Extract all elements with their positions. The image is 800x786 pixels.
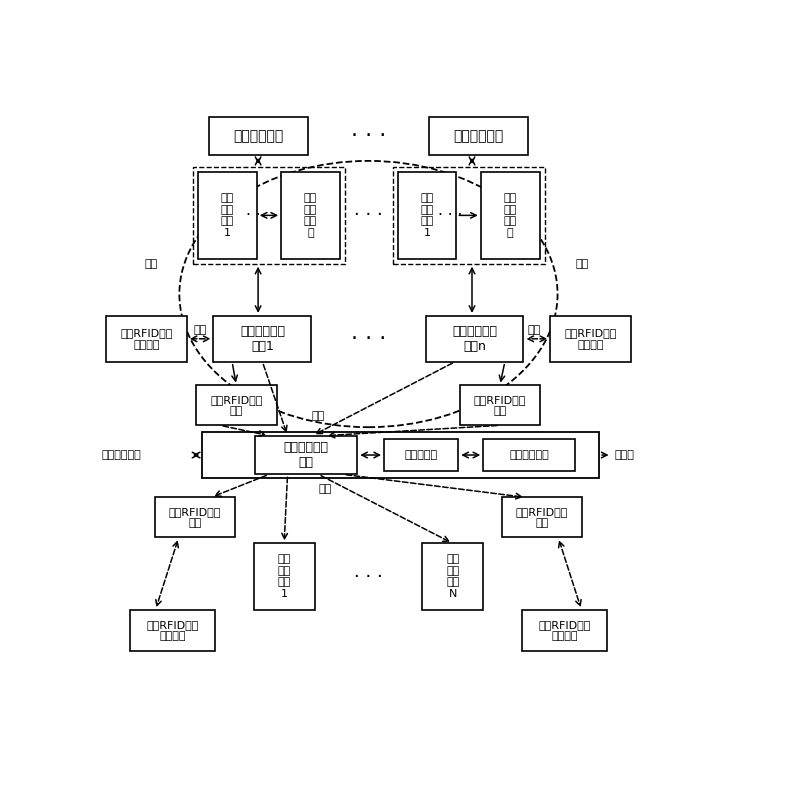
Bar [193, 167, 345, 264]
Bar [130, 610, 215, 651]
Text: 日光
照明
模块
N: 日光 照明 模块 N [446, 554, 459, 599]
Text: 上位机单元: 上位机单元 [405, 450, 438, 460]
Text: · · ·: · · · [351, 126, 386, 146]
Bar [393, 167, 545, 264]
Text: 日光
照明
模块
1: 日光 照明 模块 1 [278, 554, 290, 599]
Bar [550, 316, 630, 362]
Bar [483, 439, 575, 471]
Text: 亮度
调节
模块
1: 亮度 调节 模块 1 [221, 193, 234, 237]
Bar [522, 610, 607, 651]
Text: 灯光照明模块: 灯光照明模块 [233, 129, 283, 143]
Text: · ·: · · [246, 208, 261, 223]
Text: · · ·: · · · [438, 208, 462, 223]
Text: 室外RFID标签
传感模块: 室外RFID标签 传感模块 [146, 619, 198, 641]
Text: 网络接口单元: 网络接口单元 [509, 450, 549, 460]
Text: 无线通信网络: 无线通信网络 [102, 450, 142, 460]
Bar [426, 316, 523, 362]
Text: · · ·: · · · [351, 329, 386, 349]
Bar [481, 172, 539, 259]
Text: 互联网: 互联网 [614, 450, 634, 460]
Bar [459, 385, 540, 425]
Text: 灯光照明模块: 灯光照明模块 [453, 129, 503, 143]
Text: 室外RFID标签
传感模块: 室外RFID标签 传感模块 [538, 619, 590, 641]
Text: 亮度
调节
模块
ｍ: 亮度 调节 模块 ｍ [304, 193, 317, 237]
Bar [154, 498, 235, 538]
Text: 亮度
调节
模块
Ｍ: 亮度 调节 模块 Ｍ [503, 193, 517, 237]
Bar [429, 117, 528, 155]
Bar [384, 439, 458, 471]
Text: 无线: 无线 [576, 259, 589, 269]
Bar [198, 172, 257, 259]
Text: 无线: 无线 [318, 484, 332, 494]
Text: 无线: 无线 [312, 411, 325, 421]
Text: 室内RFID标签
传感模块: 室内RFID标签 传感模块 [120, 328, 173, 350]
Bar [422, 543, 483, 610]
Text: 无线传输接口
单元: 无线传输接口 单元 [284, 441, 329, 469]
Text: 灯光RFID读写
模块: 灯光RFID读写 模块 [474, 395, 526, 417]
Text: · · ·: · · · [354, 207, 383, 224]
Bar [398, 172, 457, 259]
Bar [202, 432, 599, 478]
Text: 无线: 无线 [145, 259, 158, 269]
Bar [106, 316, 187, 362]
Bar [209, 117, 308, 155]
Text: · · ·: · · · [354, 567, 383, 586]
Text: 灯光RFID读写
模块: 灯光RFID读写 模块 [210, 395, 262, 417]
Bar [255, 435, 358, 475]
Bar [196, 385, 277, 425]
Text: 日光RFID读写
模块: 日光RFID读写 模块 [516, 506, 568, 528]
Text: 灯光中央控制
模块1: 灯光中央控制 模块1 [240, 325, 285, 353]
Text: 灯光中央控制
模块n: 灯光中央控制 模块n [452, 325, 497, 353]
Bar [502, 498, 582, 538]
Bar [214, 316, 311, 362]
Text: 亮度
调节
模块
1: 亮度 调节 模块 1 [421, 193, 434, 237]
Text: 日光RFID读写
模块: 日光RFID读写 模块 [169, 506, 221, 528]
Text: 无线: 无线 [527, 325, 541, 336]
Bar [281, 172, 340, 259]
Text: 室内RFID标签
传感模块: 室内RFID标签 传感模块 [564, 328, 617, 350]
Text: 无线: 无线 [194, 325, 207, 336]
Bar [254, 543, 314, 610]
